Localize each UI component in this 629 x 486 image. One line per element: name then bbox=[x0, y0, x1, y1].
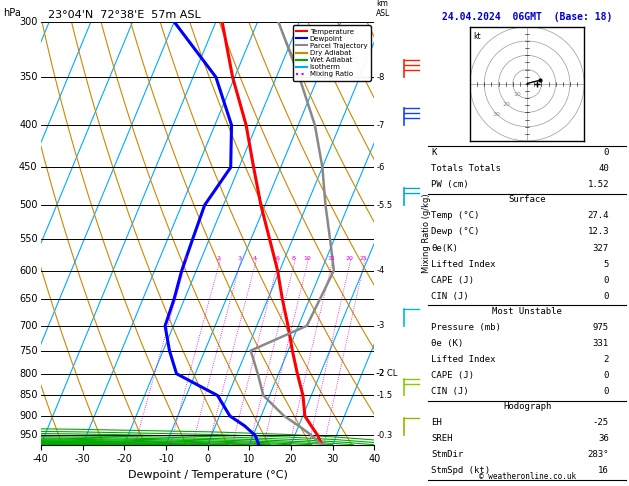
Text: -2 CL: -2 CL bbox=[376, 369, 398, 378]
Text: 0: 0 bbox=[603, 148, 609, 157]
Text: © weatheronline.co.uk: © weatheronline.co.uk bbox=[479, 472, 576, 481]
Text: 36: 36 bbox=[598, 434, 609, 443]
Text: StmSpd (kt): StmSpd (kt) bbox=[431, 466, 491, 475]
Text: 331: 331 bbox=[593, 339, 609, 348]
Text: -3: -3 bbox=[376, 321, 384, 330]
Text: 0: 0 bbox=[603, 387, 609, 396]
Text: 850: 850 bbox=[19, 390, 38, 400]
Text: CIN (J): CIN (J) bbox=[431, 387, 469, 396]
Text: 700: 700 bbox=[19, 321, 38, 331]
Text: 650: 650 bbox=[19, 294, 38, 304]
Text: 600: 600 bbox=[19, 265, 38, 276]
Text: 900: 900 bbox=[19, 411, 38, 421]
Text: 10: 10 bbox=[303, 256, 311, 261]
Text: 500: 500 bbox=[19, 200, 38, 210]
Text: SREH: SREH bbox=[431, 434, 453, 443]
Text: 283°: 283° bbox=[587, 450, 609, 459]
Text: -7: -7 bbox=[376, 121, 384, 130]
Text: StmDir: StmDir bbox=[431, 450, 464, 459]
Text: 2: 2 bbox=[217, 256, 221, 261]
Text: -8: -8 bbox=[376, 73, 384, 82]
Text: EH: EH bbox=[431, 418, 442, 427]
Text: Lifted Index: Lifted Index bbox=[431, 260, 496, 269]
Text: CAPE (J): CAPE (J) bbox=[431, 371, 474, 380]
Text: CAPE (J): CAPE (J) bbox=[431, 276, 474, 285]
Text: 12.3: 12.3 bbox=[587, 227, 609, 237]
Text: Dewp (°C): Dewp (°C) bbox=[431, 227, 480, 237]
Text: 400: 400 bbox=[19, 120, 38, 130]
Text: 6: 6 bbox=[276, 256, 279, 261]
Text: 15: 15 bbox=[328, 256, 335, 261]
Text: Hodograph: Hodograph bbox=[503, 402, 551, 411]
Text: 327: 327 bbox=[593, 243, 609, 253]
Text: 800: 800 bbox=[19, 369, 38, 379]
Text: 3: 3 bbox=[238, 256, 242, 261]
Text: -6: -6 bbox=[376, 163, 384, 172]
Legend: Temperature, Dewpoint, Parcel Trajectory, Dry Adiabat, Wet Adiabat, Isotherm, Mi: Temperature, Dewpoint, Parcel Trajectory… bbox=[293, 25, 370, 81]
Text: Surface: Surface bbox=[508, 195, 546, 205]
Text: 750: 750 bbox=[19, 346, 38, 356]
Text: -5.5: -5.5 bbox=[376, 201, 392, 209]
Text: 975: 975 bbox=[593, 323, 609, 332]
Text: 1.52: 1.52 bbox=[587, 180, 609, 190]
Text: Most Unstable: Most Unstable bbox=[492, 307, 562, 316]
X-axis label: Dewpoint / Temperature (°C): Dewpoint / Temperature (°C) bbox=[128, 470, 287, 480]
Text: 550: 550 bbox=[19, 234, 38, 244]
Text: 2: 2 bbox=[603, 355, 609, 364]
Text: 40: 40 bbox=[598, 164, 609, 174]
Text: 950: 950 bbox=[19, 431, 38, 440]
Text: -25: -25 bbox=[593, 418, 609, 427]
Text: Totals Totals: Totals Totals bbox=[431, 164, 501, 174]
Text: 16: 16 bbox=[598, 466, 609, 475]
Text: -0.3: -0.3 bbox=[376, 431, 392, 440]
Text: 20: 20 bbox=[503, 102, 511, 107]
Text: 24.04.2024  06GMT  (Base: 18): 24.04.2024 06GMT (Base: 18) bbox=[442, 12, 612, 22]
Text: 5: 5 bbox=[603, 260, 609, 269]
Text: 1: 1 bbox=[184, 256, 187, 261]
Text: -1.5: -1.5 bbox=[376, 391, 392, 400]
Text: θe(K): θe(K) bbox=[431, 243, 459, 253]
Text: PW (cm): PW (cm) bbox=[431, 180, 469, 190]
Text: 8: 8 bbox=[292, 256, 296, 261]
Text: -4: -4 bbox=[376, 266, 384, 275]
Text: -2: -2 bbox=[376, 369, 384, 378]
Text: 0: 0 bbox=[603, 292, 609, 301]
Text: 0: 0 bbox=[603, 276, 609, 285]
Text: 30: 30 bbox=[493, 112, 500, 117]
Text: 23°04'N  72°38'E  57m ASL: 23°04'N 72°38'E 57m ASL bbox=[41, 10, 201, 20]
Text: K: K bbox=[431, 148, 437, 157]
Text: 10: 10 bbox=[513, 92, 521, 97]
Text: 450: 450 bbox=[19, 162, 38, 173]
Text: Lifted Index: Lifted Index bbox=[431, 355, 496, 364]
Text: km
ASL: km ASL bbox=[376, 0, 391, 17]
Text: 25: 25 bbox=[360, 256, 368, 261]
Text: Mixing Ratio (g/kg): Mixing Ratio (g/kg) bbox=[422, 193, 431, 273]
Text: θe (K): θe (K) bbox=[431, 339, 464, 348]
Text: 0: 0 bbox=[603, 371, 609, 380]
Text: CIN (J): CIN (J) bbox=[431, 292, 469, 301]
Text: 27.4: 27.4 bbox=[587, 211, 609, 221]
Text: 20: 20 bbox=[346, 256, 353, 261]
Text: Pressure (mb): Pressure (mb) bbox=[431, 323, 501, 332]
Text: kt: kt bbox=[473, 33, 481, 41]
Text: Temp (°C): Temp (°C) bbox=[431, 211, 480, 221]
Text: 350: 350 bbox=[19, 72, 38, 82]
Text: hPa: hPa bbox=[3, 8, 21, 17]
Text: 300: 300 bbox=[19, 17, 38, 27]
Text: 4: 4 bbox=[253, 256, 257, 261]
